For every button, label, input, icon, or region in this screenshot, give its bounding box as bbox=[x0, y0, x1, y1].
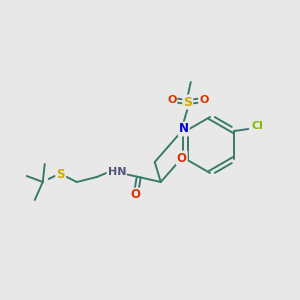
Text: S: S bbox=[183, 95, 192, 109]
Text: N: N bbox=[179, 122, 189, 136]
Text: Cl: Cl bbox=[251, 121, 263, 131]
Text: O: O bbox=[199, 95, 208, 105]
Text: O: O bbox=[167, 95, 176, 105]
Text: O: O bbox=[131, 188, 141, 202]
Text: O: O bbox=[177, 152, 187, 164]
Text: S: S bbox=[56, 167, 65, 181]
Text: HN: HN bbox=[107, 167, 126, 177]
